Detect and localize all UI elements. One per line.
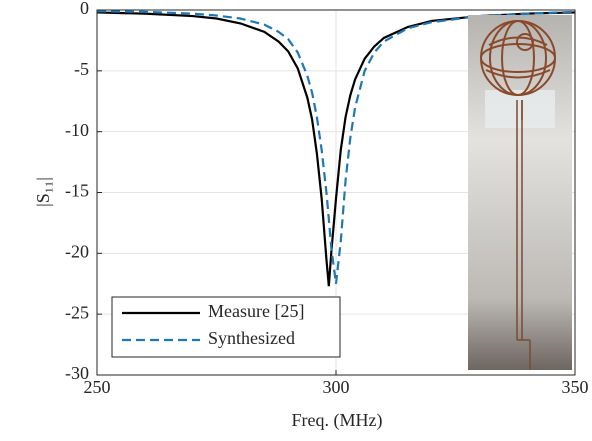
y-axis-label: |S₁₁| — [33, 177, 53, 207]
series-line — [96, 10, 576, 284]
y-tick-label: 0 — [80, 0, 89, 18]
y-tick-label: -5 — [74, 59, 89, 79]
y-tick-label: -10 — [65, 120, 89, 140]
x-tick-label: 250 — [84, 377, 111, 397]
legend-box — [111, 296, 341, 358]
x-tick-label: 300 — [323, 377, 350, 397]
axes-box — [96, 9, 576, 376]
series-line — [96, 11, 576, 287]
x-tick-label: 350 — [562, 377, 589, 397]
x-axis-label: Freq. (MHz) — [292, 410, 383, 431]
legend-label: Synthesized — [208, 328, 295, 348]
y-tick-label: -30 — [65, 363, 89, 383]
y-tick-label: -25 — [65, 302, 89, 322]
legend-label: Measure [25] — [208, 301, 304, 321]
y-tick-label: -15 — [65, 181, 89, 201]
y-tick-label: -20 — [65, 241, 89, 261]
inset-photo — [468, 15, 572, 370]
